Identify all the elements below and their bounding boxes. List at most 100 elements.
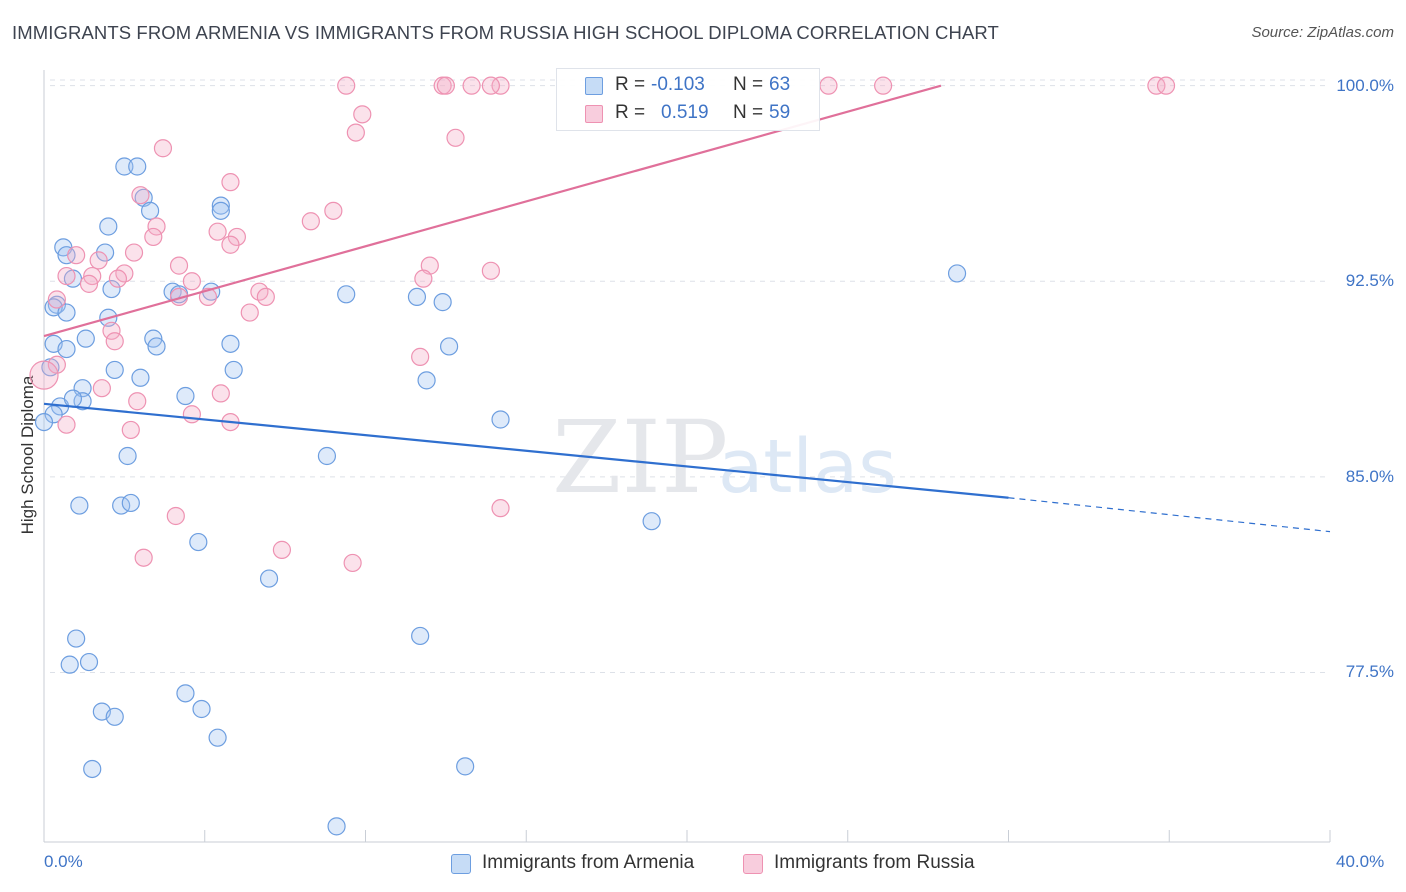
armenia-point (105, 707, 124, 726)
russia-point (182, 405, 201, 424)
armenia-point (208, 728, 227, 747)
armenia-trend-line (43, 402, 1009, 499)
armenia-point (140, 201, 160, 220)
russia-point (67, 246, 86, 265)
armenia-point (147, 337, 166, 356)
russia-point (89, 251, 108, 270)
armenia-point (118, 446, 137, 466)
y-tick-label: 92.5% (1345, 271, 1394, 291)
armenia-point (642, 512, 661, 531)
armenia-n-value: 63 (769, 74, 791, 95)
russia-point (221, 235, 240, 254)
russia-point (153, 139, 173, 158)
stats-row-armenia: R = -0.103 N = 63 (557, 72, 819, 100)
russia-point (874, 76, 893, 95)
russia-point (121, 420, 140, 440)
armenia-point (407, 287, 427, 307)
armenia-point (34, 412, 54, 432)
russia-point (144, 227, 163, 247)
russia-point (166, 506, 185, 526)
armenia-point (337, 285, 356, 304)
russia-point (221, 173, 240, 192)
armenia-point (221, 334, 240, 353)
armenia-point (63, 389, 83, 408)
russia-point (346, 123, 365, 142)
armenia-point (456, 757, 475, 776)
russia-point (124, 243, 144, 262)
russia-point (491, 499, 510, 518)
armenia-point (83, 759, 102, 779)
armenia-point (57, 339, 76, 359)
armenia-point (121, 493, 140, 513)
russia-point (102, 321, 121, 340)
russia-point (436, 76, 455, 95)
armenia-point (411, 626, 430, 646)
armenia-point (102, 279, 121, 299)
grid-lines (50, 79, 1330, 673)
x-tick-min: 0.0% (44, 852, 83, 871)
armenia-trend-extension (1008, 497, 1331, 533)
armenia-point (70, 496, 89, 515)
russia-point (92, 379, 111, 398)
armenia-point (491, 410, 510, 429)
russia-point (411, 347, 430, 366)
watermark: ZIP atlas (552, 399, 897, 516)
russia-point (491, 76, 510, 95)
russia-point (481, 261, 500, 280)
russia-point (272, 540, 292, 559)
axes (43, 70, 1331, 843)
armenia-point (47, 295, 66, 314)
watermark-atlas: atlas (718, 424, 897, 510)
russia-n-value: 59 (769, 102, 791, 123)
russia-point (324, 201, 343, 220)
armenia-r-label: R = (615, 74, 646, 95)
watermark-zip: ZIP (552, 399, 728, 516)
armenia-point (224, 360, 243, 380)
source-credit: Source: ZipAtlas.com (1251, 24, 1394, 41)
russia-point (301, 212, 320, 231)
armenia-point (131, 368, 150, 387)
armenia-point (67, 629, 86, 648)
russia-point (353, 105, 372, 124)
russia-point (147, 217, 166, 236)
russia-point (211, 384, 230, 403)
x-axis-ticks (43, 830, 1331, 842)
armenia-r-value: -0.103 (651, 74, 705, 95)
armenia-point (439, 337, 459, 356)
y-tick-label: 85.0% (1345, 466, 1394, 486)
stats-legend: R = -0.103 N = 63 R = 0.519 N = 59 (556, 68, 820, 131)
russia-point (134, 548, 153, 567)
armenia-point (211, 201, 230, 220)
russia-point (108, 269, 128, 288)
russia-point (337, 76, 356, 95)
armenia-point (211, 196, 230, 215)
russia-swatch (585, 105, 603, 123)
russia-point (1156, 76, 1176, 95)
russia-n-label: N = (733, 102, 764, 123)
armenia-point (327, 817, 346, 836)
armenia-point (79, 652, 99, 672)
russia-r-label: R = (615, 102, 646, 123)
legend-russia-swatch (743, 854, 763, 874)
stats-row-russia: R = 0.519 N = 59 (557, 100, 819, 128)
y-tick-label: 100.0% (1336, 75, 1394, 95)
legend-russia-label: Immigrants from Russia (774, 852, 975, 873)
russia-point (256, 287, 275, 307)
armenia-point (259, 569, 279, 588)
armenia-point (57, 246, 76, 265)
russia-point (462, 76, 481, 95)
armenia-point (99, 217, 118, 236)
armenia-n-label: N = (733, 74, 764, 95)
russia-point (47, 290, 66, 309)
russia-point (169, 256, 189, 275)
russia-point (79, 274, 99, 293)
russia-point (1147, 76, 1166, 95)
armenia-point (57, 303, 76, 322)
armenia-point (76, 329, 95, 348)
russia-points (29, 76, 1176, 573)
armenia-point (176, 386, 195, 406)
armenia-point (128, 157, 147, 176)
russia-point (182, 272, 201, 291)
russia-point (343, 553, 362, 573)
